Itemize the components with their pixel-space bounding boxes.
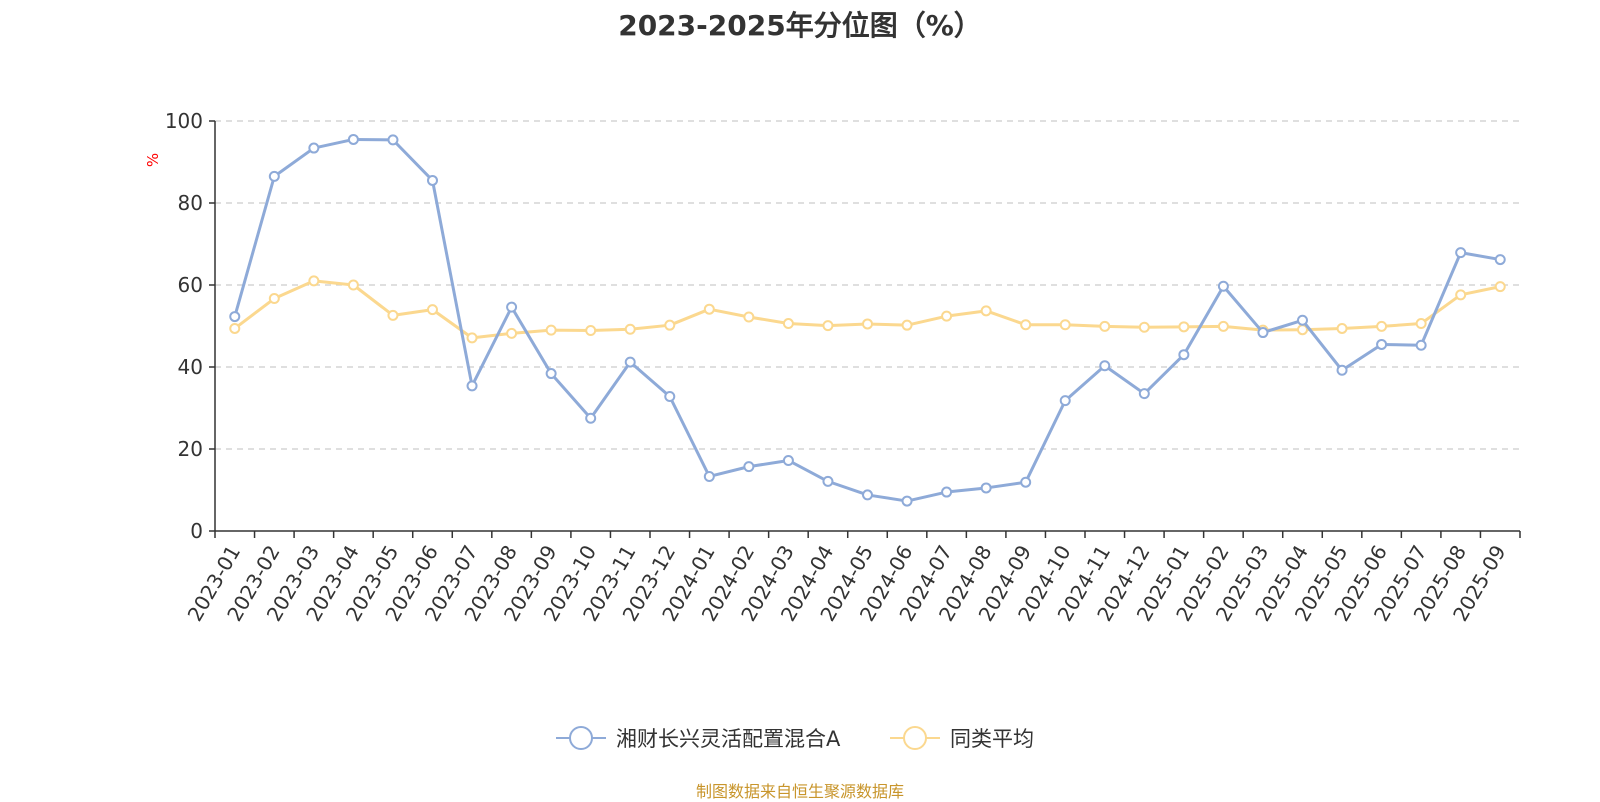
data-point — [1138, 388, 1150, 400]
data-point — [1020, 319, 1032, 331]
data-point — [1059, 395, 1071, 407]
y-tick-label: 100 — [165, 109, 203, 133]
data-point — [1494, 281, 1506, 293]
y-tick-label: 20 — [178, 437, 203, 461]
data-point — [901, 319, 913, 331]
data-point — [1178, 349, 1190, 361]
data-point — [308, 275, 320, 287]
data-point — [308, 142, 320, 154]
data-point — [1336, 364, 1348, 376]
data-point — [782, 318, 794, 330]
data-point — [624, 356, 636, 368]
legend-label: 同类平均 — [950, 727, 1034, 751]
data-point — [862, 318, 873, 330]
data-point — [782, 454, 794, 466]
data-point — [585, 325, 597, 337]
data-point — [268, 170, 280, 182]
data-point — [545, 324, 557, 336]
data-point — [1217, 280, 1229, 292]
data-point — [506, 301, 518, 313]
data-point — [506, 327, 518, 339]
legend[interactable]: 湘财长兴灵活配置混合A 同类平均 — [556, 726, 1034, 751]
series-layer — [229, 133, 1506, 507]
source-note: 制图数据来自恒生聚源数据库 — [695, 782, 904, 801]
legend-label: 湘财长兴灵活配置混合A — [616, 727, 841, 751]
data-point — [941, 486, 953, 498]
chart-title: 2023-2025年分位图（%） — [618, 9, 982, 42]
data-point — [427, 304, 438, 316]
data-point — [980, 482, 992, 494]
data-point — [1297, 314, 1308, 326]
y-tick-label: 0 — [190, 519, 203, 543]
data-point — [980, 305, 992, 317]
legend-marker — [569, 726, 593, 750]
data-point — [1138, 321, 1150, 333]
data-point — [268, 293, 280, 305]
data-point — [664, 319, 676, 331]
data-point — [1059, 319, 1071, 331]
data-point — [624, 323, 636, 335]
data-point — [822, 320, 834, 332]
data-point — [1217, 320, 1229, 332]
legend-item[interactable]: 湘财长兴灵活配置混合A — [556, 726, 841, 751]
data-point — [427, 174, 438, 186]
y-axis-unit-label: % — [144, 153, 162, 167]
y-tick-label: 60 — [178, 273, 203, 297]
data-point — [1415, 318, 1427, 330]
legend-item[interactable]: 同类平均 — [890, 726, 1034, 751]
y-tick-label: 40 — [178, 355, 203, 379]
data-point — [466, 332, 478, 344]
data-point — [664, 391, 676, 403]
grid-lines — [215, 120, 1520, 450]
data-point — [387, 309, 399, 321]
data-point — [743, 461, 755, 473]
data-point — [1376, 338, 1388, 350]
legend-marker — [903, 726, 927, 750]
data-point — [822, 475, 834, 487]
data-point — [1178, 321, 1190, 333]
data-point — [862, 489, 873, 501]
data-point — [1415, 339, 1427, 351]
data-point — [703, 303, 715, 315]
data-point — [941, 310, 953, 322]
data-point — [1376, 320, 1388, 332]
data-point — [229, 322, 241, 334]
data-point — [347, 133, 359, 145]
y-tick-label: 80 — [178, 191, 203, 215]
data-point — [229, 311, 241, 323]
data-point — [1494, 254, 1506, 266]
data-point — [1257, 327, 1269, 339]
data-point — [743, 311, 755, 323]
data-point — [387, 134, 399, 146]
data-point — [1336, 322, 1348, 334]
data-point — [901, 495, 913, 507]
data-point — [1099, 360, 1111, 372]
data-point — [347, 279, 359, 291]
data-point — [1455, 289, 1467, 301]
data-point — [703, 470, 715, 482]
data-point — [1455, 247, 1467, 259]
data-point — [545, 368, 557, 380]
data-point — [1099, 320, 1111, 332]
data-point — [1020, 476, 1032, 488]
data-point — [585, 412, 597, 424]
data-point — [466, 380, 478, 392]
